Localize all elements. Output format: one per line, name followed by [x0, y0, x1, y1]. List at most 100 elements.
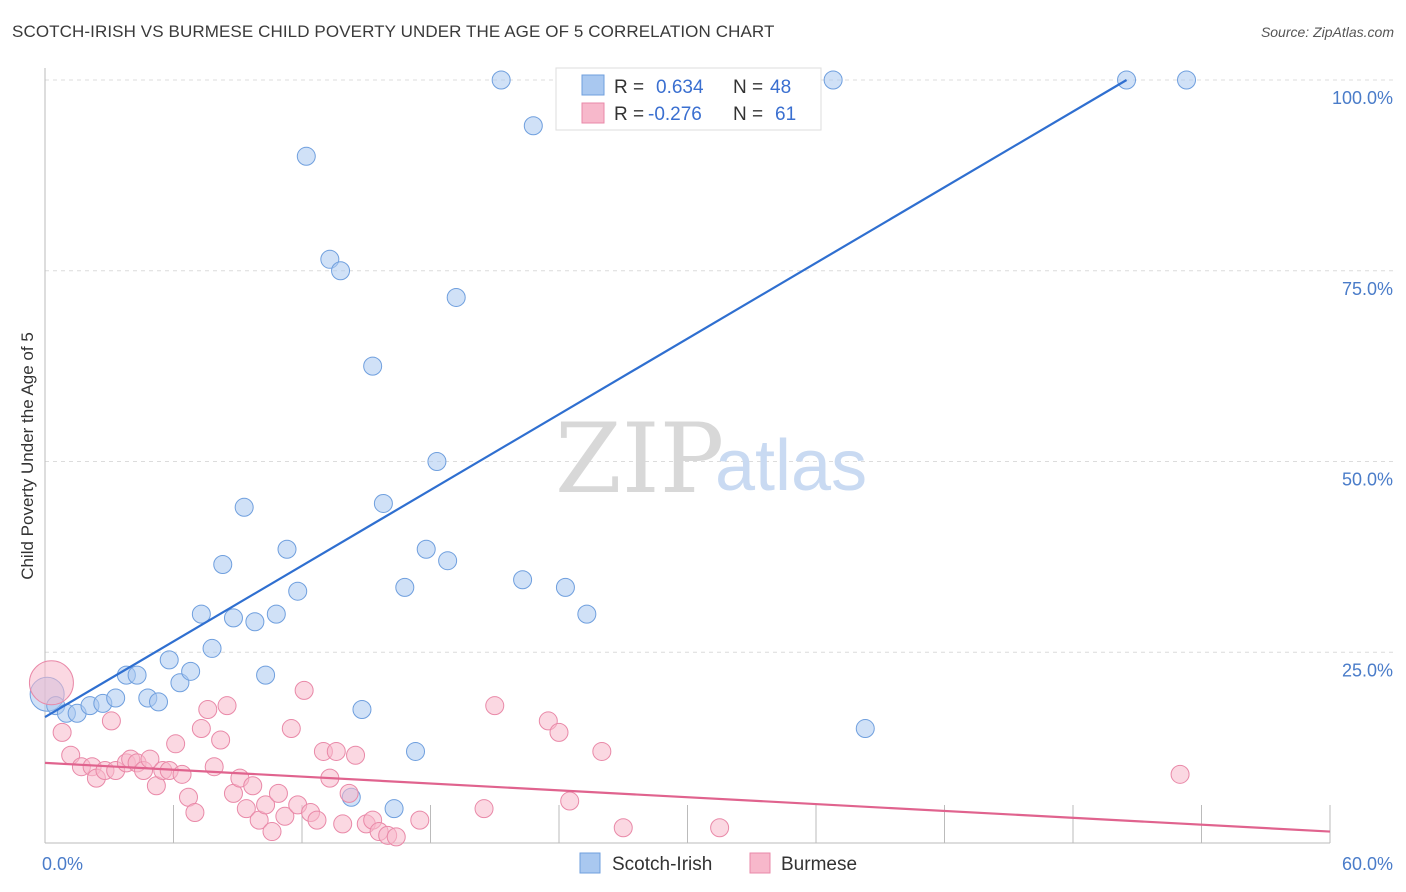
scotch-irish-point: [277, 539, 297, 559]
burmese-point: [281, 719, 301, 739]
scotch-irish-point: [159, 650, 179, 670]
legend-label-scotch-irish: Scotch-Irish: [612, 854, 712, 875]
scotch-irish-point: [373, 493, 393, 513]
scotch-irish-point: [1177, 70, 1197, 90]
x-tick-label: 0.0%: [42, 854, 83, 874]
n-value: 48: [770, 77, 791, 98]
burmese-point: [268, 783, 288, 803]
burmese-point: [549, 722, 569, 742]
x-tick-labels: 0.0% 60.0%: [42, 854, 1393, 874]
burmese-point: [474, 799, 494, 819]
scotch-irish-point: [427, 452, 447, 471]
scotch-irish-point: [438, 551, 458, 571]
burmese-point: [333, 814, 353, 834]
n-value: 61: [775, 104, 796, 125]
scotch-irish-point: [577, 604, 597, 624]
burmese-point: [485, 696, 505, 716]
scotch-irish-point: [106, 688, 126, 708]
burmese-point: [236, 799, 256, 819]
legend-label-burmese: Burmese: [781, 854, 857, 875]
burmese-point: [185, 802, 205, 822]
burmese-point: [243, 776, 263, 796]
n-label: N =: [733, 104, 763, 125]
chart-source: Source: ZipAtlas.com: [1260, 24, 1394, 40]
scotch-irish-point: [855, 719, 875, 739]
scotch-irish-point: [191, 604, 211, 624]
burmese-point: [710, 818, 730, 838]
watermark: ZIP atlas: [555, 403, 867, 515]
burmese-point: [326, 741, 346, 761]
scotch-irish-point: [555, 577, 575, 597]
burmese-point: [217, 696, 237, 716]
burmese-point: [262, 822, 282, 842]
scotch-irish-point: [823, 70, 843, 90]
burmese-point: [339, 783, 359, 803]
gridlines: [45, 79, 1395, 653]
scotch-irish-point: [363, 356, 383, 376]
legend-swatch-scotch-irish: [579, 852, 601, 874]
r-value: 0.634: [656, 77, 704, 98]
y-tick-label: 100.0%: [1332, 88, 1393, 108]
scotch-irish-point: [288, 581, 308, 601]
n-label: N =: [733, 77, 763, 98]
burmese-swatch: [581, 102, 605, 124]
scotch-irish-point: [395, 577, 415, 597]
burmese-point: [191, 719, 211, 739]
scotch-irish-point: [406, 741, 426, 761]
scotch-irish-point: [127, 665, 147, 685]
scotch-irish-trend-line: [44, 79, 1128, 719]
legend-swatch-burmese: [749, 852, 771, 874]
burmese-point: [613, 818, 633, 838]
scotch-irish-point: [149, 692, 169, 712]
scotch-irish-point: [223, 608, 243, 628]
watermark-atlas: atlas: [715, 426, 867, 506]
burmese-point: [1170, 764, 1190, 784]
scotch-irish-point: [245, 612, 265, 632]
scotch-irish-point: [523, 116, 543, 136]
scotch-irish-point: [181, 661, 201, 681]
burmese-point: [294, 680, 314, 700]
burmese-point: [166, 734, 186, 754]
y-tick-label: 75.0%: [1342, 279, 1393, 299]
watermark-zip: ZIP: [555, 403, 724, 515]
scotch-irish-point: [491, 70, 511, 90]
scotch-irish-point: [446, 287, 466, 307]
burmese-point: [198, 699, 218, 719]
scotch-irish-point: [513, 570, 533, 590]
stats-legend: R = 0.634 N = 48 R = -0.276 N = 61: [555, 67, 822, 131]
r-label: R =: [614, 104, 644, 125]
burmese-point: [172, 764, 192, 784]
y-tick-label: 25.0%: [1342, 660, 1393, 680]
scotch-irish-point: [296, 146, 316, 166]
y-tick-labels: 25.0% 50.0% 75.0% 100.0%: [1332, 88, 1393, 680]
burmese-point: [346, 745, 366, 765]
r-value: -0.276: [648, 104, 702, 125]
series-legend: Scotch-Irish Burmese: [579, 852, 857, 875]
scotch-irish-point: [352, 699, 372, 719]
chart-title: SCOTCH-IRISH VS BURMESE CHILD POVERTY UN…: [12, 22, 775, 41]
burmese-point: [101, 711, 121, 731]
y-axis-title: Child Poverty Under the Age of 5: [18, 332, 37, 580]
burmese-point: [592, 741, 612, 761]
r-label: R =: [614, 77, 644, 98]
scotch-irish-point: [234, 497, 254, 517]
burmese-trend-line: [44, 761, 1331, 833]
scotch-irish-point: [331, 261, 351, 281]
scotch-irish-point: [384, 799, 404, 819]
scotch-irish-point: [202, 638, 222, 658]
burmese-point: [560, 791, 580, 811]
burmese-point: [211, 730, 231, 750]
scotch-irish-point: [266, 604, 286, 624]
scotch-irish-point: [256, 665, 276, 685]
scotch-irish-point: [213, 555, 233, 575]
burmese-point: [275, 806, 295, 826]
burmese-point: [386, 827, 406, 847]
burmese-point: [307, 810, 327, 830]
burmese-point: [410, 810, 430, 830]
x-tick-label: 60.0%: [1342, 854, 1393, 874]
trend-lines: [44, 79, 1331, 833]
burmese-point: [52, 722, 72, 742]
burmese-point: [28, 660, 74, 706]
burmese-point: [256, 795, 276, 815]
